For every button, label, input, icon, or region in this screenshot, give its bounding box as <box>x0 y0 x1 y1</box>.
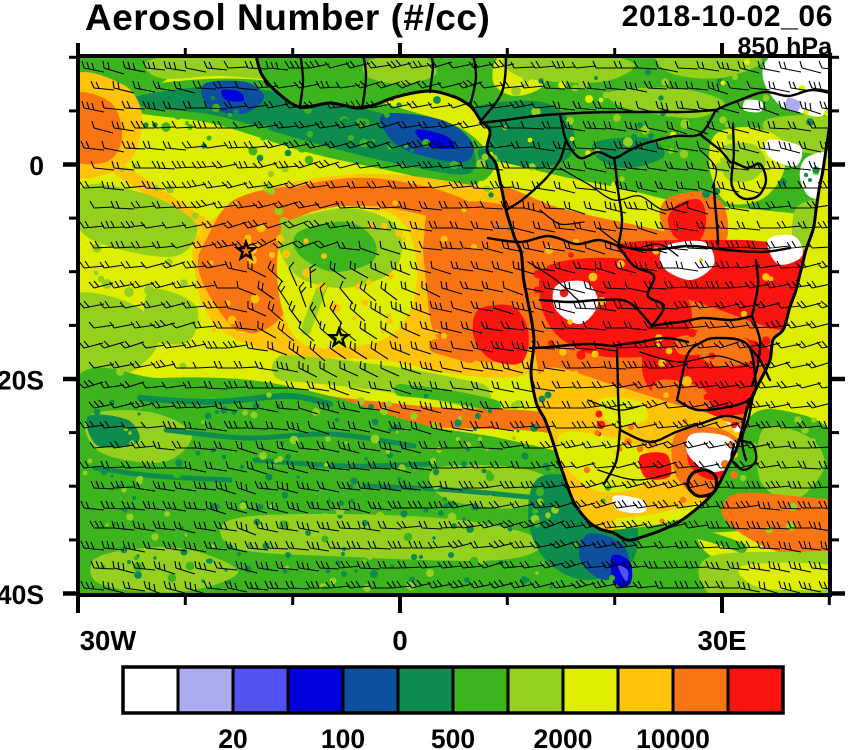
svg-text:20S: 20S <box>0 366 44 396</box>
svg-text:40S: 40S <box>0 580 44 610</box>
svg-text:850 hPa: 850 hPa <box>737 33 833 61</box>
svg-text:30W: 30W <box>80 625 137 656</box>
svg-text:2018-10-02_06: 2018-10-02_06 <box>622 0 833 33</box>
svg-text:10000: 10000 <box>636 724 710 750</box>
svg-text:2000: 2000 <box>534 724 593 750</box>
svg-text:500: 500 <box>431 724 475 750</box>
svg-text:100: 100 <box>321 724 365 750</box>
svg-text:30E: 30E <box>698 625 747 656</box>
svg-text:20: 20 <box>218 724 247 750</box>
svg-text:Aerosol Number (#/cc): Aerosol Number (#/cc) <box>85 0 490 38</box>
svg-text:0: 0 <box>392 625 407 656</box>
svg-text:0: 0 <box>29 151 44 181</box>
